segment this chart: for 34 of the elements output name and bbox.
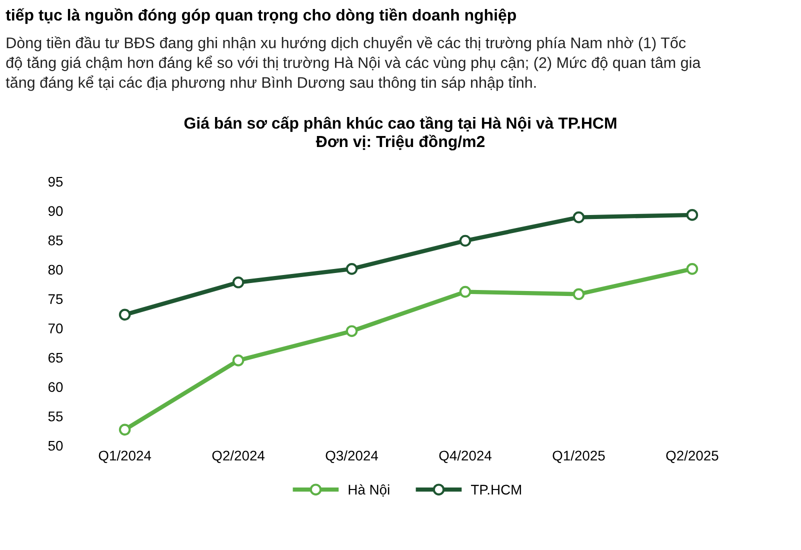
y-tick-label: 95 <box>48 176 63 187</box>
chart-title: Giá bán sơ cấp phân khúc cao tầng tại Hà Nội và TP.HCM <box>184 116 616 132</box>
y-tick-label: 75 <box>48 294 63 304</box>
x-tick-label: Q2/2025 <box>666 450 718 464</box>
point <box>686 263 698 275</box>
text: Dòng tiền đầu tư BĐS đang ghi nhận xu hướng dịch chuyển về các thị trường phía Nam nhờ (1) Tốc độ tăng giá chậm hơn đáng kể so với thị trường Hà Nội và các vùng phụ cận; (2) Mức độ quan tâm gia tăng đáng kể tại các địa phương như Bình Dương sau thông tin sáp nhập tỉnh. <box>6 36 701 91</box>
point <box>346 325 358 338</box>
point <box>686 209 698 221</box>
x-tick-label: Q2/2024 <box>212 450 265 464</box>
y-tick-label: 60 <box>48 382 63 392</box>
legend-label: Hà Nội <box>348 484 390 497</box>
point <box>572 211 585 224</box>
x-tick-label: Q3/2024 <box>326 450 378 464</box>
point <box>459 234 472 247</box>
chart-subtitle: Đơn vị: Triệu đồng/m2 <box>316 134 485 150</box>
y-tick-label: 80 <box>48 264 63 275</box>
point <box>232 354 244 366</box>
x-tick-label: Q4/2024 <box>439 450 492 464</box>
point <box>118 308 131 321</box>
point <box>346 263 358 275</box>
y-tick-label: 50 <box>48 440 63 451</box>
y-tick-label: 90 <box>48 206 63 216</box>
y-tick-label: 55 <box>48 412 63 422</box>
text: tiếp tục là nguồn đóng góp quan trọng cho dòng tiền doanh nghiệp <box>6 8 516 24</box>
point <box>232 276 244 288</box>
x-tick-label: Q1/2024 <box>98 450 152 464</box>
point <box>459 286 472 298</box>
x-tick-label: Q1/2025 <box>552 450 605 464</box>
y-tick-label: 65 <box>48 352 63 363</box>
y-tick-label: 70 <box>48 324 63 334</box>
legend-label: TP.HCM <box>470 484 521 495</box>
point <box>118 424 131 436</box>
y-tick-label: 85 <box>48 236 63 246</box>
point <box>572 288 585 300</box>
